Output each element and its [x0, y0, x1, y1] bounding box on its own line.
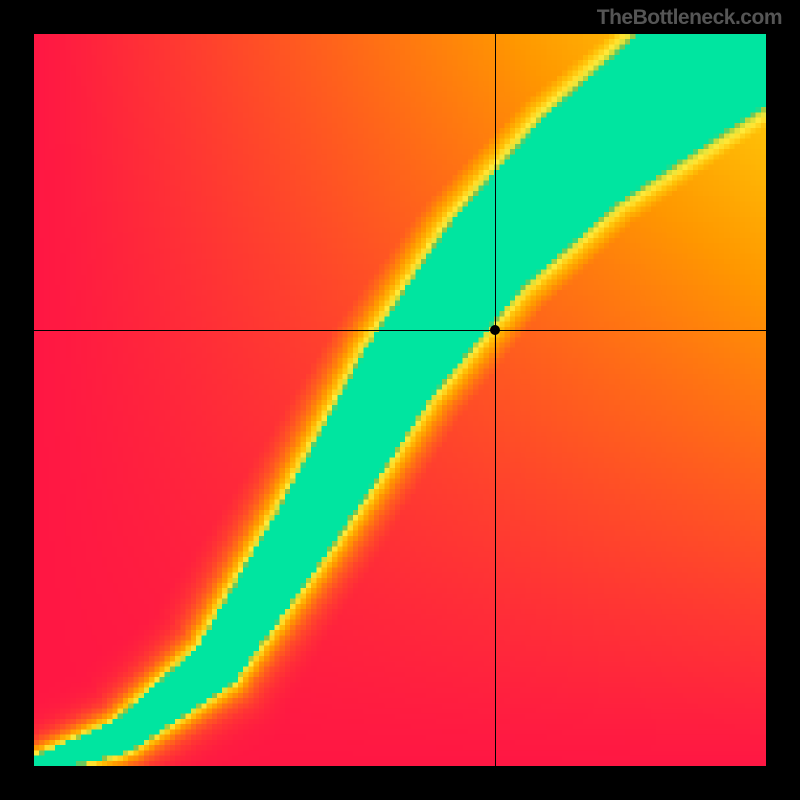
marker-point	[490, 325, 500, 335]
bottleneck-heatmap	[34, 34, 766, 766]
heatmap-canvas	[34, 34, 766, 766]
crosshair-vertical	[495, 34, 496, 766]
watermark-text: TheBottleneck.com	[597, 6, 782, 30]
crosshair-horizontal	[34, 330, 766, 331]
